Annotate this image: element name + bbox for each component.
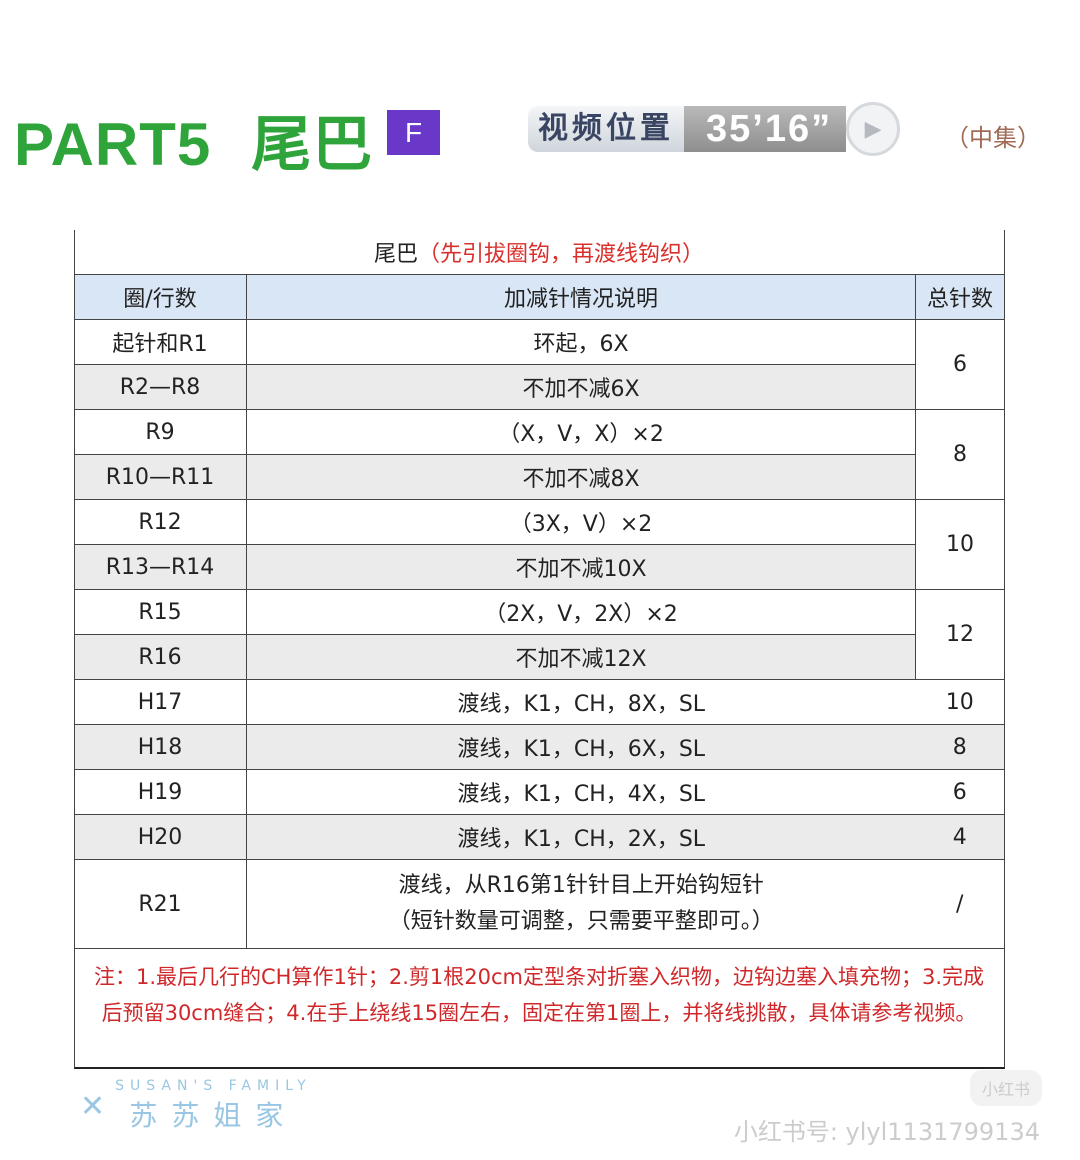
row-label: 起针和R1 bbox=[74, 319, 247, 365]
row-label: R13—R14 bbox=[74, 544, 247, 590]
watermark-logo: ✕ SUSAN'S FAMILY 苏苏姐家 bbox=[80, 1078, 312, 1134]
row-total: 6 bbox=[915, 319, 1004, 410]
row-label: H18 bbox=[74, 724, 247, 770]
table-note: 注：1.最后几行的CH算作1针；2.剪1根20cm定型条对折塞入织物，边钩边塞入… bbox=[74, 948, 1004, 1041]
watermark-en: SUSAN'S FAMILY bbox=[115, 1078, 312, 1094]
col-header-row: 圈/行数 bbox=[74, 274, 247, 320]
table-row: H17 渡线，K1，CH，8X，SL 10 bbox=[74, 679, 1004, 725]
row-total: 6 bbox=[915, 769, 1004, 815]
xiaohongshu-id: 小红书号: ylyl1131799134 bbox=[733, 1118, 1040, 1146]
table-row: R9 （X，V，X）×2 8 bbox=[74, 409, 1004, 500]
row-desc-note: （短针数量可调整，只需要平整即可。） bbox=[388, 909, 774, 934]
play-icon[interactable]: ▶ bbox=[846, 102, 901, 156]
row-label: H17 bbox=[74, 679, 247, 725]
pattern-table: 尾巴（先引拔圈钩，再渡线钩织） 圈/行数 加减针情况说明 总针数 起针和R1 环起，6… bbox=[74, 230, 1004, 1041]
watermark-yarn-icon: ✕ bbox=[80, 1088, 106, 1124]
row-desc: 不加不减12X bbox=[246, 634, 916, 680]
episode-label: （中集） bbox=[945, 124, 1041, 152]
part-badge: F bbox=[387, 110, 440, 155]
caption-note: （先引拔圈钩，再渡线钩织） bbox=[418, 242, 705, 267]
row-desc: 环起，6X bbox=[246, 319, 916, 365]
xiaohongshu-logo: 小红书 bbox=[970, 1070, 1042, 1106]
video-time: 35’16” bbox=[684, 106, 847, 152]
table-row: 起针和R1 环起，6X 6 bbox=[74, 319, 1004, 410]
row-desc: 渡线，K1，CH，2X，SL bbox=[246, 814, 916, 860]
row-total: 4 bbox=[915, 814, 1004, 860]
row-desc: （3X，V）×2 bbox=[246, 499, 916, 545]
part-name: 尾巴 bbox=[251, 110, 374, 180]
row-label: R16 bbox=[74, 634, 247, 680]
row-desc: 渡线，K1，CH，4X，SL bbox=[246, 769, 916, 815]
table-row: R16 不加不减12X bbox=[74, 634, 1004, 680]
row-label: R15 bbox=[74, 589, 247, 635]
row-total: 8 bbox=[915, 724, 1004, 770]
row-label: R2—R8 bbox=[74, 364, 247, 410]
table-row: R13—R14 不加不减10X bbox=[74, 544, 1004, 590]
table-caption: 尾巴（先引拔圈钩，再渡线钩织） bbox=[74, 230, 1004, 275]
col-header-total: 总针数 bbox=[915, 274, 1004, 320]
table-row: R21 渡线，从R16第1针针目上开始钩短针 （短针数量可调整，只需要平整即可。） / bbox=[74, 859, 1004, 949]
row-total: 10 bbox=[915, 679, 1004, 725]
video-position-button[interactable]: 视频位置 35’16” ▶ bbox=[528, 102, 901, 156]
row-desc: 渡线，K1，CH，6X，SL bbox=[246, 724, 916, 770]
row-desc: 不加不减6X bbox=[246, 364, 916, 410]
table-row: R15 （2X，V，2X）×2 12 bbox=[74, 589, 1004, 680]
row-desc: （X，V，X）×2 bbox=[246, 409, 916, 455]
video-label: 视频位置 bbox=[528, 106, 684, 152]
table-row: H19 渡线，K1，CH，4X，SL 6 bbox=[74, 769, 1004, 815]
caption-title: 尾巴 bbox=[373, 242, 418, 267]
col-header-desc: 加减针情况说明 bbox=[246, 274, 916, 320]
row-total: 8 bbox=[915, 409, 1004, 500]
row-desc: 不加不减8X bbox=[246, 454, 916, 500]
part-number: PART5 bbox=[14, 111, 212, 178]
row-label: H20 bbox=[74, 814, 247, 860]
row-total: / bbox=[915, 859, 1004, 949]
row-desc: 渡线，从R16第1针针目上开始钩短针 bbox=[398, 873, 764, 898]
table-row: R12 （3X，V）×2 10 bbox=[74, 499, 1004, 590]
row-total: 12 bbox=[915, 589, 1004, 680]
row-desc: 不加不减10X bbox=[246, 544, 916, 590]
part-title: PART5 尾巴 bbox=[14, 96, 373, 183]
row-label: H19 bbox=[74, 769, 247, 815]
table-row: H20 渡线，K1，CH，2X，SL 4 bbox=[74, 814, 1004, 860]
row-desc: 渡线，K1，CH，8X，SL bbox=[246, 679, 916, 725]
row-label: R21 bbox=[74, 859, 247, 949]
row-desc: （2X，V，2X）×2 bbox=[246, 589, 916, 635]
table-row: H18 渡线，K1，CH，6X，SL 8 bbox=[74, 724, 1004, 770]
row-total: 10 bbox=[915, 499, 1004, 590]
table-row: R10—R11 不加不减8X bbox=[74, 454, 1004, 500]
row-label: R12 bbox=[74, 499, 247, 545]
row-label: R10—R11 bbox=[74, 454, 247, 500]
table-row: R2—R8 不加不减6X bbox=[74, 364, 1004, 410]
row-label: R9 bbox=[74, 409, 247, 455]
watermark-cn: 苏苏姐家 bbox=[129, 1099, 298, 1132]
